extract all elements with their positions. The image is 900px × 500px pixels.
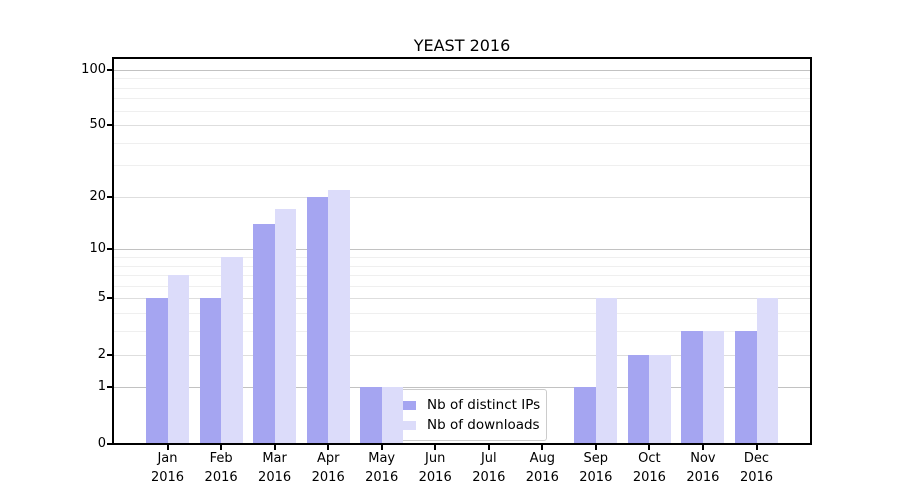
top-spine: [112, 57, 812, 59]
bottom-spine: [112, 443, 812, 445]
x-tick: [273, 445, 276, 450]
gridline-major: [114, 298, 810, 300]
y-tick: [107, 248, 112, 251]
x-tick: [755, 445, 758, 450]
bar-downloads: [274, 209, 297, 443]
y-tick-label: 10: [89, 241, 106, 257]
x-tick-label: Aug 2016: [525, 451, 559, 485]
bar-distinct-ips: [681, 331, 703, 443]
x-tick-label: Mar 2016: [258, 451, 292, 485]
x-tick: [327, 445, 330, 450]
gridline-minor: [114, 142, 810, 144]
x-tick-label: Sep 2016: [579, 451, 613, 485]
y-tick: [107, 124, 112, 126]
x-tick: [701, 445, 704, 450]
bar-downloads: [756, 298, 778, 443]
y-tick-label: 20: [89, 188, 106, 204]
y-tick: [107, 442, 112, 445]
x-tick: [220, 445, 223, 450]
bar-downloads: [167, 275, 189, 443]
y-tick-label: 100: [81, 61, 106, 77]
x-tick: [487, 445, 490, 450]
x-tick-label: Jun 2016: [418, 451, 452, 485]
x-tick-label: Apr 2016: [311, 451, 345, 485]
x-tick-label: Jul 2016: [472, 451, 506, 485]
gridline-minor: [114, 87, 810, 89]
gridline-major: [114, 196, 810, 198]
bar-distinct-ips: [360, 387, 382, 443]
x-tick-label: Oct 2016: [632, 451, 666, 485]
legend-label-distinct-ips: Nb of distinct IPs: [427, 397, 541, 413]
right-spine: [810, 57, 812, 445]
y-tick-label: 5: [97, 290, 106, 306]
bar-distinct-ips: [627, 354, 650, 443]
y-tick: [107, 353, 112, 356]
x-tick: [434, 445, 437, 450]
chart-title: YEAST 2016: [413, 36, 511, 55]
x-tick-label: Jan 2016: [150, 451, 185, 485]
bar-downloads: [649, 354, 671, 443]
gridline-minor: [114, 165, 810, 167]
gridline-minor: [114, 275, 810, 277]
gridline-minor: [114, 331, 810, 333]
plot-area: Nb of distinct IPs Nb of downloads 0 1 2 5 1…: [81, 57, 812, 485]
gridline-minor: [114, 78, 810, 80]
gridline-minor: [114, 110, 810, 112]
bar-distinct-ips: [253, 224, 275, 443]
bar-distinct-ips: [146, 298, 168, 443]
x-tick-label: Dec 2016: [739, 451, 774, 485]
y-tick: [107, 386, 112, 389]
y-tick: [107, 297, 112, 300]
bar-distinct-ips: [574, 387, 596, 443]
x-tick-label: Nov 2016: [686, 451, 720, 485]
y-tick-label: 2: [97, 346, 106, 362]
gridline-major: [114, 387, 810, 389]
gridline-major: [114, 125, 810, 126]
gridline-minor: [114, 98, 810, 100]
gridline-major: [114, 354, 810, 356]
legend: Nb of distinct IPs Nb of downloads: [381, 389, 547, 441]
y-tick-label: 50: [89, 117, 106, 132]
legend-item-distinct-ips: Nb of distinct IPs: [389, 395, 541, 415]
bar-downloads: [595, 298, 618, 443]
y-tick-label: 1: [97, 379, 106, 395]
x-tick-label: Feb 2016: [204, 451, 238, 485]
bar-downloads: [328, 189, 350, 443]
x-tick: [166, 445, 169, 450]
x-tick: [648, 445, 651, 450]
x-tick: [541, 445, 544, 450]
y-tick: [107, 195, 112, 198]
gridline-major: [114, 249, 810, 251]
bar-distinct-ips: [306, 196, 329, 443]
bar-distinct-ips: [735, 331, 757, 443]
x-tick: [594, 445, 597, 450]
legend-item-downloads: Nb of downloads: [389, 415, 540, 435]
gridline-minor: [114, 265, 810, 267]
y-tick-label: 0: [97, 435, 106, 451]
gridline-minor: [114, 285, 810, 287]
gridline-minor: [114, 313, 810, 315]
bar-distinct-ips: [199, 298, 222, 443]
left-spine: [112, 57, 114, 445]
gridline-major: [114, 69, 810, 71]
bar-downloads: [702, 331, 725, 443]
gridline-minor: [114, 257, 810, 258]
x-tick: [380, 445, 383, 450]
x-tick-label: May 2016: [365, 451, 399, 485]
y-tick: [107, 68, 112, 71]
legend-label-downloads: Nb of downloads: [427, 417, 540, 433]
bar-downloads: [381, 387, 404, 443]
bar-downloads: [221, 257, 243, 443]
